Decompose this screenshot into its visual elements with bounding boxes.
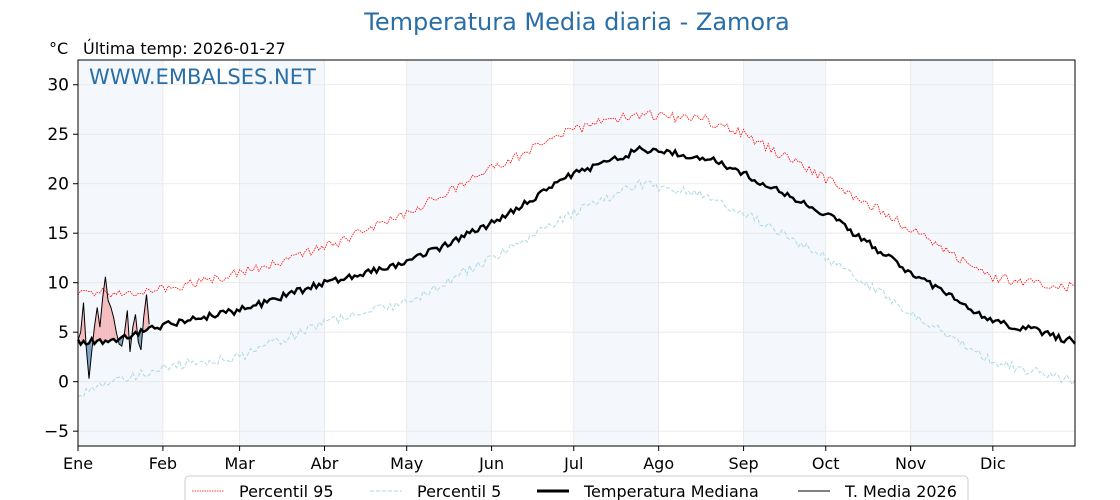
watermark: WWW.EMBALSES.NET [89, 65, 316, 89]
x-tick-label: Ago [643, 454, 674, 473]
legend-box [184, 475, 969, 500]
y-tick-label: −5 [44, 422, 69, 442]
chart-title: Temperatura Media diaria - Zamora [364, 8, 790, 36]
month-band-Ene [78, 60, 163, 446]
fill-above-median [94, 307, 98, 344]
x-tick-label: Jul [563, 454, 583, 473]
series-percentil-5 [77, 179, 1076, 398]
x-tick-label: Sep [729, 454, 759, 473]
series-percentil-95 [77, 110, 1076, 298]
y-tick-label: 15 [47, 224, 69, 244]
x-tick-label: Nov [895, 454, 926, 473]
y-tick-label: 10 [47, 274, 69, 294]
series-temperatura-mediana [76, 145, 1076, 347]
fill-above-median [105, 276, 109, 343]
month-band-Sep [743, 60, 826, 446]
x-tick-label: Ene [63, 454, 93, 473]
x-tick-label: Abr [311, 454, 339, 473]
y-tick-label: 5 [58, 323, 69, 343]
legend-label: T. Media 2026 [844, 482, 957, 500]
series-t-media-2026 [77, 276, 150, 379]
chart-subtitle: Última temp: 2026-01-27 [83, 39, 286, 58]
x-tick-label: Dic [980, 454, 1006, 473]
y-axis-label: °C [49, 39, 69, 58]
plot-frame [77, 59, 1076, 447]
y-tick-label: 30 [47, 76, 69, 96]
fill-above-median [108, 300, 111, 343]
legend-label: Temperatura Mediana [583, 482, 759, 500]
x-tick-label: Mar [225, 454, 256, 473]
x-tick-label: Oct [812, 454, 840, 473]
legend-label: Percentil 5 [417, 482, 501, 500]
month-band-Mar [239, 60, 325, 446]
x-tick-label: May [390, 454, 423, 473]
x-tick-label: Jun [478, 454, 504, 473]
y-tick-label: 0 [58, 373, 69, 393]
y-tick-label: 25 [47, 125, 69, 145]
legend-label: Percentil 95 [239, 482, 334, 500]
legend: Percentil 95 Percentil 5 Temperatura Media… [184, 475, 969, 500]
month-band-Jul [573, 60, 659, 446]
x-tick-label: Feb [149, 454, 177, 473]
y-tick-label: 20 [47, 175, 69, 195]
